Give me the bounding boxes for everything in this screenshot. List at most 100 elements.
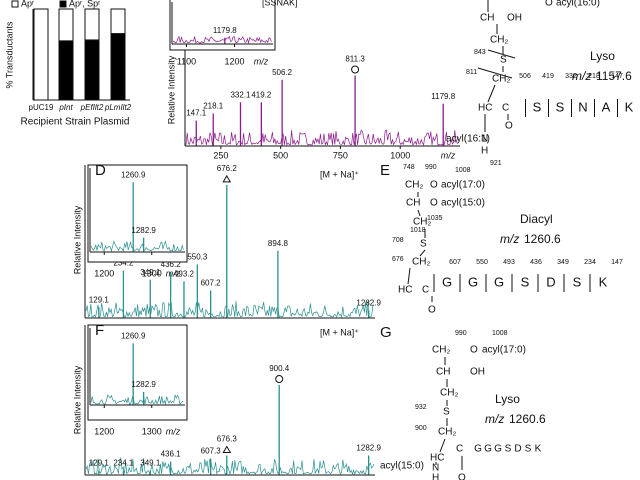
atom-label: CH [436,367,450,378]
panel-letter: F [95,322,104,339]
x-tick-label: 1200 [94,426,114,436]
baseline-noise [85,456,375,476]
atom-label: O [430,180,438,191]
x-tick-label: 1200 [94,268,114,278]
peak-marker [222,174,232,183]
mass-value: 1260.6 [524,232,561,246]
bar-segment [110,33,126,101]
x-tick-label: 1300 [142,268,162,278]
residue: S [505,444,512,455]
atom-label: C [422,285,429,296]
residue: D [514,444,521,455]
peak-label: 1260.9 [121,170,146,179]
y-axis-title: % Transductants [4,21,14,89]
panel-letter: G [380,324,392,341]
atom-label: N [481,134,488,145]
residue: G [468,274,478,289]
legend-label: Apʳ [21,0,34,8]
atom-label: acyl(17:0) [441,180,485,191]
peak-label: 493.2 [174,269,195,278]
bar-segment [58,8,74,42]
atom-label: CH₂ [440,388,458,399]
fragment-label: 811 [466,69,477,76]
inset-frame [87,164,188,263]
x-tick-label: pUC19 [29,103,54,112]
fragment-label: 218 [588,73,600,80]
bond [419,249,426,257]
atom-label: N [432,463,439,474]
fragment-label: 1035 [427,215,443,222]
fragment-label: 676 [392,256,404,263]
mass-unit: m/z [572,69,591,83]
x-axis-title: m/z [254,56,269,66]
peak-label: 550.3 [187,253,208,262]
baseline-noise [185,129,459,146]
x-axis-title: m/z [166,268,181,278]
x-tick-label: 1000 [390,150,410,160]
x-tick-label: pEfIlt2 [80,103,104,112]
atom-label: acyl(15:0) [380,461,424,472]
residue: G [484,444,492,455]
mass-unit: m/z [485,412,504,426]
peak-label: 506.2 [272,68,293,77]
residue: G [494,444,502,455]
peak-label: 129.1 [89,295,110,304]
atom-label: CH₂ [432,345,450,356]
peak-label: 1282.9 [356,444,381,453]
peak-label: 349.1 [140,459,161,468]
fragment-label: 1008 [492,330,508,337]
bond [439,438,446,453]
atom-label: acyl(16:0) [556,0,600,9]
structure-kind: Lyso [495,392,520,406]
residue: S [533,99,542,114]
y-axis-title: Relative Intensity [72,365,82,434]
bond [487,84,496,103]
residue: S [525,444,532,455]
peak-marker [222,445,232,453]
peak-label: 332.1 [230,90,251,99]
peak-label: 1179.8 [213,26,237,35]
mass-value: 1260.6 [509,412,546,426]
residue: G [494,274,504,289]
y-axis-title: Relative Intensity [166,55,176,124]
residue: K [535,444,542,455]
peak-label: 234.2 [113,259,134,268]
residue: G [474,444,482,455]
fragment-label: 436 [530,259,542,266]
peak-label: 676.2 [217,164,238,173]
peak-label: 129.1 [89,459,110,468]
atom-label: S [443,407,450,418]
residue: S [573,274,582,289]
bar-segment [84,39,100,101]
atom-label: acyl(17:0) [482,345,526,356]
atom-label: HC [398,285,412,296]
annotation: [M + Na]⁺ [320,327,359,337]
atom-label: HC [430,453,444,464]
annotation: [SSNAK] [262,0,298,7]
x-tick-label: 1300 [142,426,162,436]
cleave [477,67,513,79]
fragment-label: 234 [584,259,596,266]
atom-label: OH [470,367,485,378]
panel-letter: D [95,162,106,179]
residue: N [578,99,587,114]
fragment-label: 493 [503,259,515,266]
residue: G [442,274,452,289]
x-tick-label: 750 [333,150,348,160]
atom-label: O [458,473,466,480]
residue: K [599,274,608,289]
atom-label: C [456,444,463,455]
baseline-noise [90,240,184,253]
residue: K [625,99,634,114]
atom-label: CH₂ [492,74,510,85]
mass-value: 1157.6 [596,69,632,83]
peak-label: 436.1 [161,450,182,459]
atom-label: CH₂ [413,217,431,228]
peak-label: 234.1 [113,459,134,468]
baseline-noise [90,393,184,406]
residue: D [546,274,555,289]
cleave [487,49,516,59]
x-axis-title: m/z [441,150,456,160]
fragment-label: 332 [565,73,577,80]
x-tick-label: pInt [58,103,73,112]
